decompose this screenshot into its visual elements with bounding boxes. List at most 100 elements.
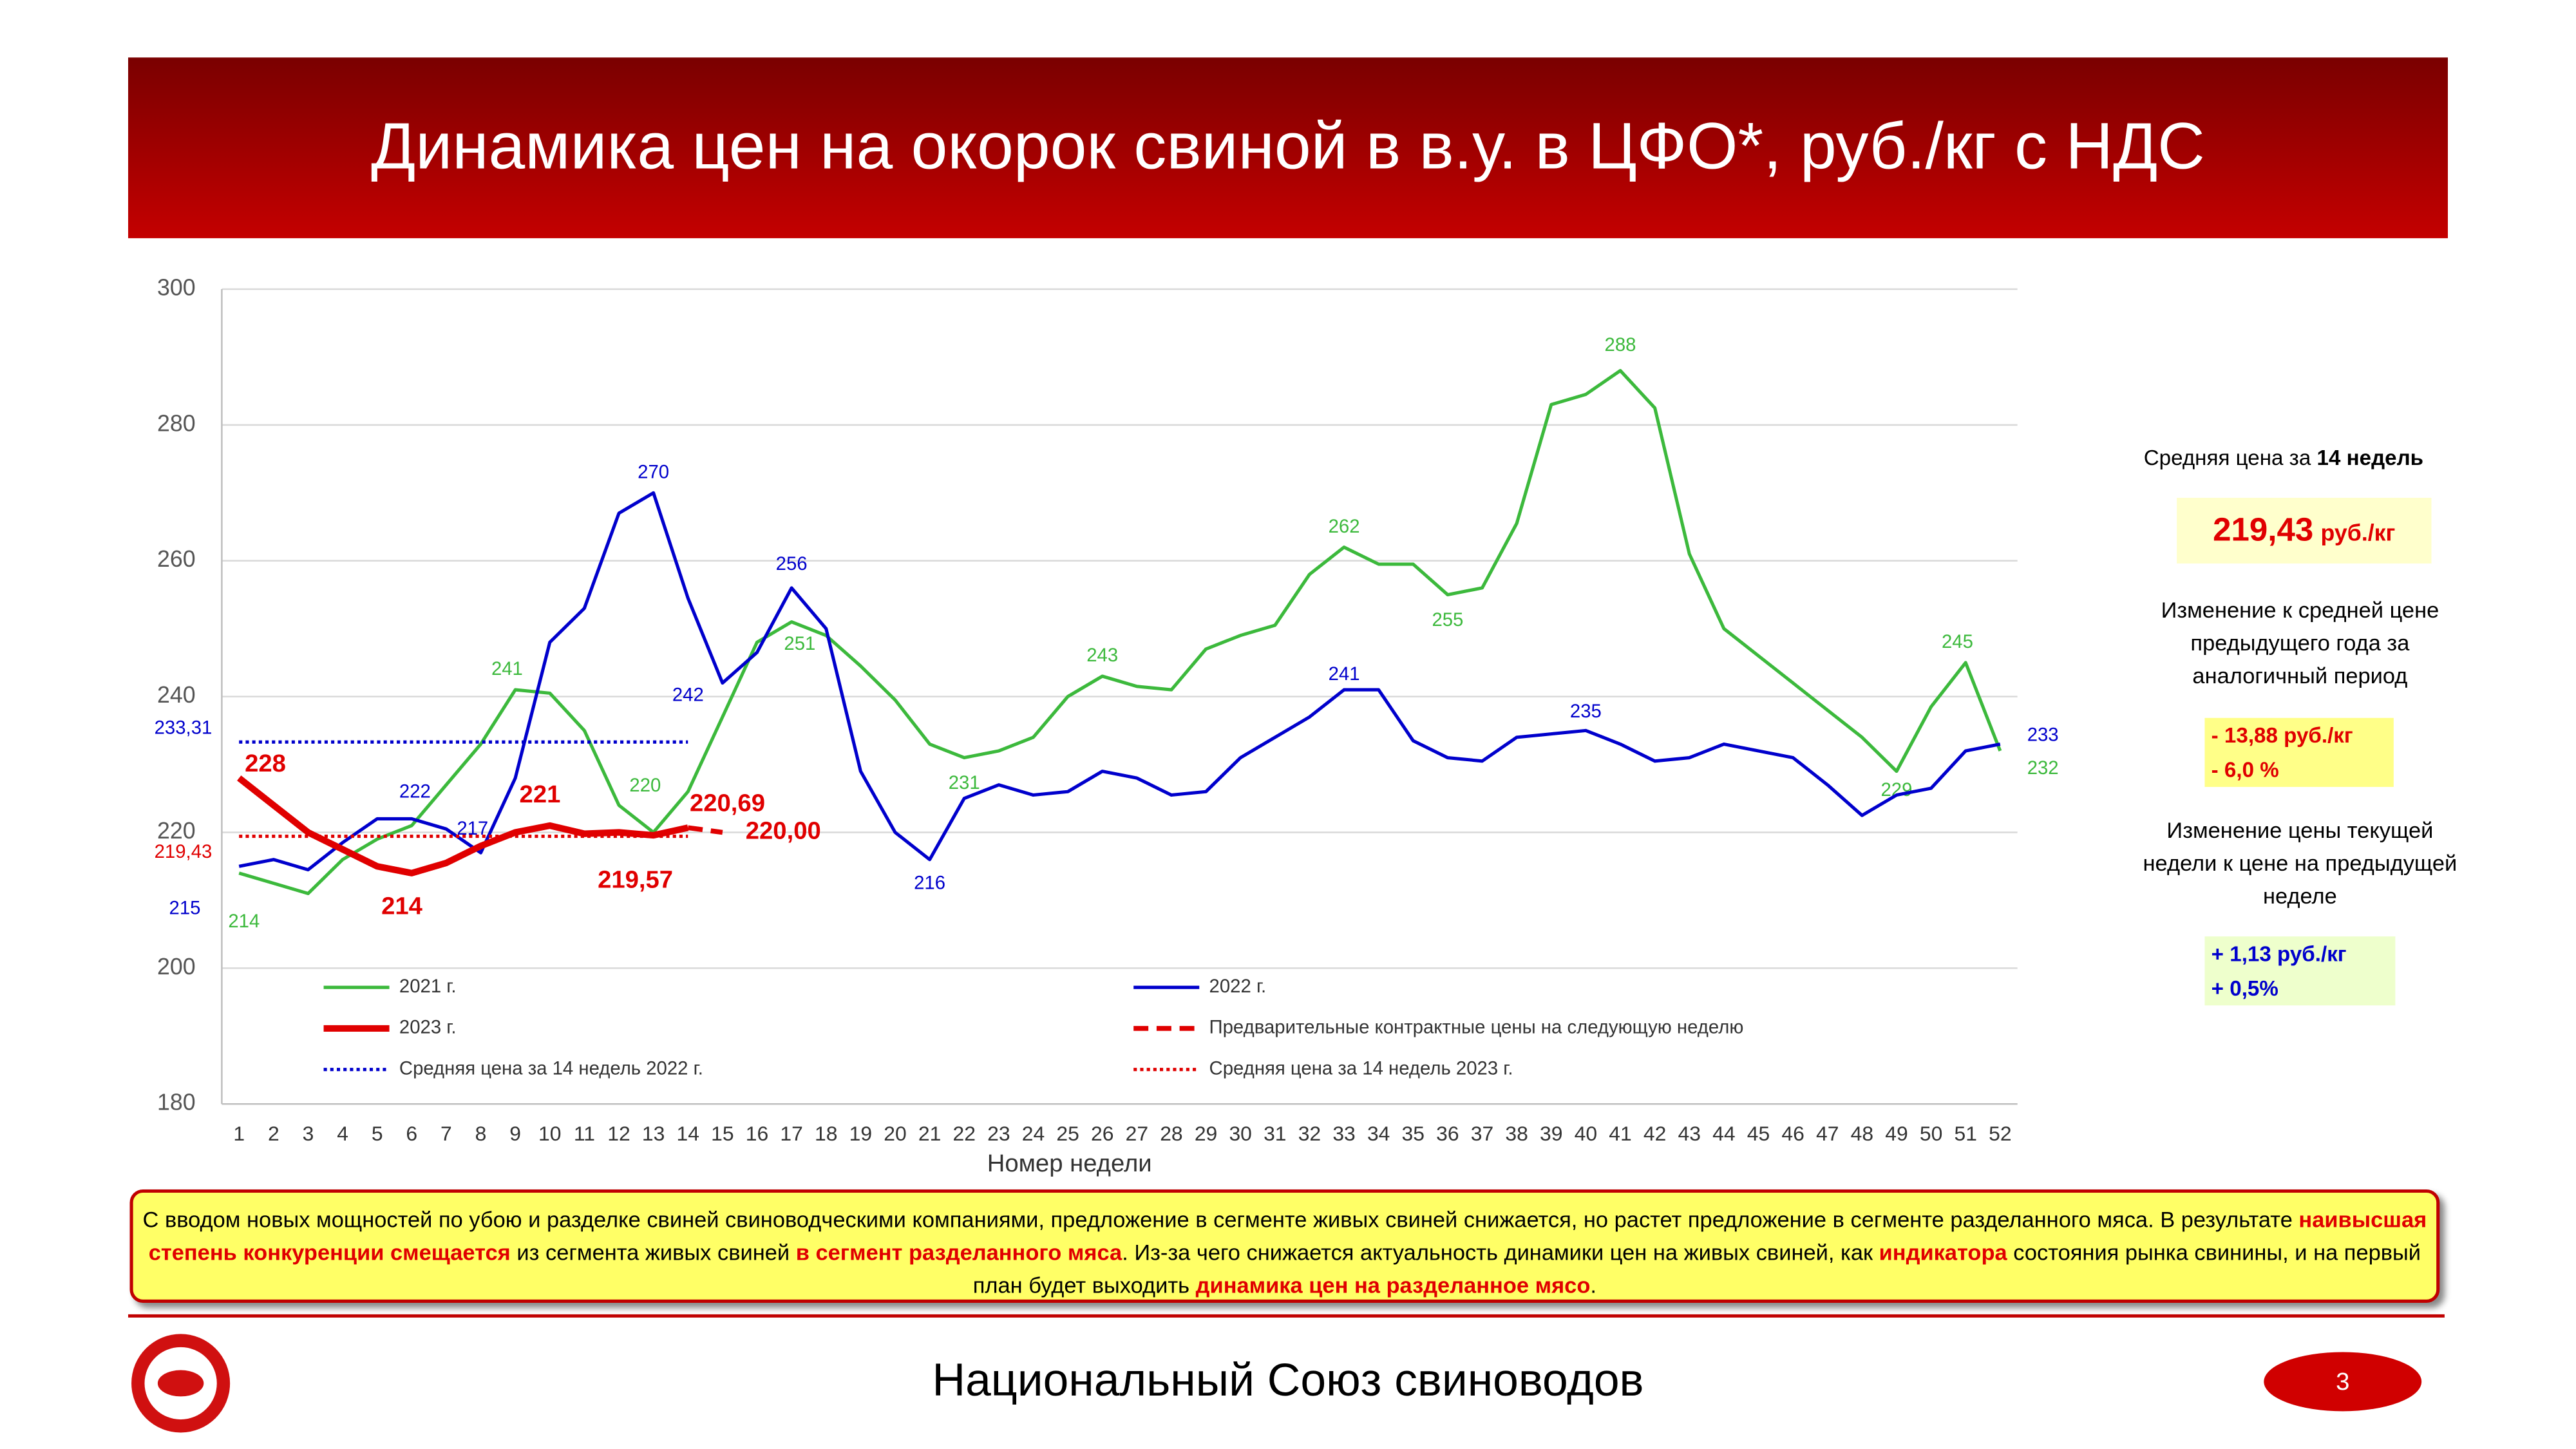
header-band bbox=[128, 57, 2448, 238]
note-box: С вводом новых мощностей по убою и разде… bbox=[129, 1189, 2440, 1303]
x-tick-label: 30 bbox=[1229, 1122, 1251, 1145]
legend-label: Средняя цена за 14 недель 2022 г. bbox=[399, 1057, 703, 1079]
x-tick-label: 38 bbox=[1505, 1122, 1528, 1145]
data-label: 288 bbox=[1605, 334, 1636, 355]
y-tick-label: 280 bbox=[157, 410, 196, 436]
x-tick-label: 11 bbox=[574, 1122, 595, 1145]
x-tick-label: 32 bbox=[1298, 1122, 1321, 1145]
avg-value: 219,43 bbox=[2213, 512, 2314, 549]
week-title: Изменение цены текущей недели к цене на … bbox=[2143, 818, 2458, 909]
x-tick-label: 22 bbox=[952, 1122, 975, 1145]
note-segment: . Из-за чего снижается актуальность дина… bbox=[1122, 1240, 1879, 1265]
data-label: 214 bbox=[228, 911, 260, 932]
note-segment: наивысшая степень конкуренции смещается bbox=[148, 1207, 2427, 1265]
x-tick-label: 23 bbox=[987, 1122, 1010, 1145]
x-tick-label: 31 bbox=[1264, 1122, 1286, 1145]
x-tick-label: 3 bbox=[303, 1122, 314, 1145]
data-label: 235 bbox=[1570, 701, 1602, 722]
data-label: 220,00 bbox=[746, 817, 821, 845]
data-label: 233,31 bbox=[155, 717, 213, 739]
week-change-pct: + 0,5% bbox=[2211, 976, 2278, 1001]
x-tick-label: 6 bbox=[406, 1122, 417, 1145]
x-tick-label: 35 bbox=[1402, 1122, 1425, 1145]
legend-label: Средняя цена за 14 недель 2023 г. bbox=[1209, 1057, 1513, 1079]
y-tick-label: 180 bbox=[157, 1090, 196, 1115]
x-tick-label: 13 bbox=[642, 1122, 665, 1145]
year-title: Изменение к средней цене предыдущего год… bbox=[2161, 598, 2439, 688]
data-label: 241 bbox=[491, 658, 523, 679]
data-label: 220 bbox=[629, 775, 661, 796]
avg-title: Средняя цена за 14 недель bbox=[2119, 445, 2448, 469]
x-tick-label: 9 bbox=[509, 1122, 521, 1145]
y-tick-label: 260 bbox=[157, 546, 196, 572]
logo-pig bbox=[157, 1370, 204, 1397]
page-badge bbox=[2264, 1352, 2422, 1412]
note-segment: . bbox=[1590, 1273, 1596, 1298]
data-label: 214 bbox=[381, 892, 423, 920]
x-tick-label: 19 bbox=[849, 1122, 872, 1145]
x-tick-label: 34 bbox=[1367, 1122, 1390, 1145]
y-tick-label: 200 bbox=[157, 954, 196, 980]
note-segment: из сегмента живых свиней bbox=[510, 1240, 796, 1265]
x-tick-label: 4 bbox=[337, 1122, 348, 1145]
x-tick-label: 16 bbox=[746, 1122, 768, 1145]
x-tick-label: 2 bbox=[268, 1122, 279, 1145]
data-label: 255 bbox=[1432, 609, 1463, 630]
x-tick-label: 52 bbox=[1989, 1122, 2011, 1145]
data-label: 242 bbox=[672, 685, 704, 706]
legend-label: 2021 г. bbox=[399, 976, 457, 997]
avg-title-text: Средняя цена за bbox=[2143, 445, 2317, 470]
data-label: 262 bbox=[1329, 516, 1360, 537]
data-label: 219,43 bbox=[155, 841, 213, 862]
year-box: - 13,88 руб./кг - 6,0 % bbox=[2204, 717, 2394, 787]
x-tick-label: 29 bbox=[1195, 1122, 1217, 1145]
x-tick-label: 27 bbox=[1126, 1122, 1148, 1145]
data-label: 251 bbox=[784, 633, 815, 654]
x-tick-label: 50 bbox=[1920, 1122, 1942, 1145]
y-tick-label: 240 bbox=[157, 682, 196, 708]
x-tick-label: 28 bbox=[1160, 1122, 1182, 1145]
x-tick-label: 33 bbox=[1332, 1122, 1355, 1145]
y-tick-label: 300 bbox=[157, 274, 196, 300]
x-tick-label: 46 bbox=[1781, 1122, 1804, 1145]
data-label: 243 bbox=[1086, 645, 1118, 666]
data-label: 233 bbox=[2027, 724, 2059, 745]
note-segment: индикатора bbox=[1879, 1240, 2007, 1265]
data-label: 220,69 bbox=[690, 790, 765, 817]
series-line bbox=[687, 825, 723, 835]
data-label: 221 bbox=[520, 781, 561, 808]
x-tick-label: 36 bbox=[1436, 1122, 1459, 1145]
data-label: 215 bbox=[169, 897, 201, 918]
legend-label: Предварительные контрактные цены на след… bbox=[1209, 1017, 1744, 1038]
x-tick-label: 40 bbox=[1575, 1122, 1597, 1145]
x-tick-label: 18 bbox=[815, 1122, 837, 1145]
data-label: 216 bbox=[914, 873, 945, 894]
avg-title-bold: 14 недель bbox=[2316, 445, 2424, 470]
note-segment: в сегмент разделанного мяса bbox=[795, 1240, 1122, 1265]
x-tick-label: 42 bbox=[1643, 1122, 1666, 1145]
x-tick-label: 45 bbox=[1747, 1122, 1770, 1145]
year-change-pct: - 6,0 % bbox=[2211, 757, 2279, 782]
week-change-rub: + 1,13 руб./кг bbox=[2211, 941, 2347, 966]
footer-text: Национальный Союз свиноводов bbox=[933, 1354, 1644, 1406]
y-tick-label: 220 bbox=[157, 818, 196, 844]
data-label: 222 bbox=[399, 781, 431, 802]
legend-label: 2023 г. bbox=[399, 1017, 457, 1038]
data-label: 256 bbox=[776, 553, 808, 574]
x-tick-label: 39 bbox=[1540, 1122, 1562, 1145]
data-label: 241 bbox=[1329, 663, 1360, 685]
data-label: 232 bbox=[2027, 757, 2059, 779]
note-segment: динамика цен на разделанное мясо bbox=[1195, 1273, 1591, 1298]
data-label: 229 bbox=[1881, 779, 1913, 800]
data-label: 228 bbox=[245, 750, 286, 777]
week-box: + 1,13 руб./кг + 0,5% bbox=[2204, 936, 2396, 1006]
x-tick-label: 8 bbox=[475, 1122, 487, 1145]
x-tick-label: 37 bbox=[1471, 1122, 1493, 1145]
x-tick-label: 51 bbox=[1954, 1122, 1976, 1145]
series-line bbox=[238, 368, 2002, 895]
x-tick-label: 49 bbox=[1885, 1122, 1908, 1145]
series-line bbox=[238, 491, 2001, 872]
x-tick-label: 10 bbox=[538, 1122, 561, 1145]
